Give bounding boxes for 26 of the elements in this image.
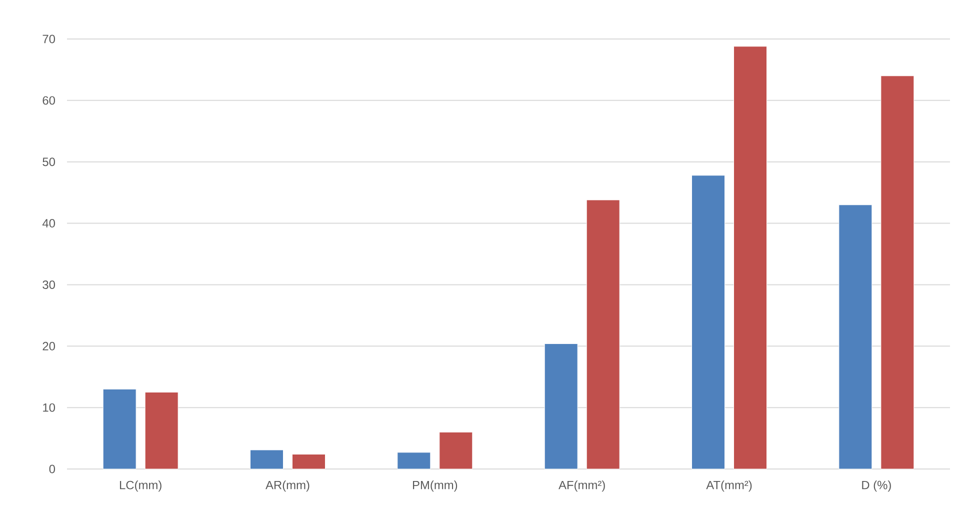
y-tick-label: 20 (42, 342, 56, 350)
bar (734, 46, 768, 470)
x-tick-label: D (%) (862, 480, 891, 492)
bar (102, 388, 136, 470)
y-tick-label: 30 (42, 280, 56, 289)
y-tick-label: 10 (43, 403, 56, 412)
bar (144, 392, 178, 470)
bar (292, 454, 326, 470)
x-tick-label: AR(mm) (266, 480, 310, 492)
bar (439, 432, 473, 470)
x-tick-label: AT(mm²) (706, 480, 752, 492)
bar (692, 175, 726, 470)
y-tick-label: 70 (42, 34, 56, 44)
bar (397, 452, 431, 470)
x-tick-label: LC(mm) (120, 480, 162, 492)
bar (880, 76, 914, 470)
y-tick-label: 0 (49, 464, 56, 474)
y-tick-label: 60 (42, 96, 56, 105)
y-tick-label: 40 (42, 219, 56, 228)
y-tick-label: 50 (42, 158, 56, 166)
x-tick-label: AF(mm²) (558, 480, 605, 492)
bar (250, 450, 284, 470)
bar (586, 200, 620, 470)
bar (838, 204, 872, 470)
x-tick-label: PM(mm) (412, 480, 458, 492)
bar (544, 343, 578, 470)
